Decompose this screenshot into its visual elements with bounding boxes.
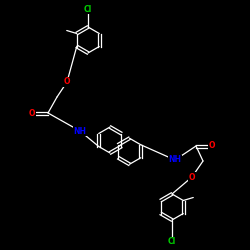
- Text: NH: NH: [168, 156, 181, 164]
- Text: O: O: [189, 172, 195, 182]
- Text: Cl: Cl: [168, 238, 176, 246]
- Text: O: O: [29, 108, 35, 118]
- Text: Cl: Cl: [84, 4, 92, 14]
- Text: O: O: [64, 78, 70, 86]
- Text: NH: NH: [74, 126, 86, 136]
- Text: O: O: [209, 142, 215, 150]
